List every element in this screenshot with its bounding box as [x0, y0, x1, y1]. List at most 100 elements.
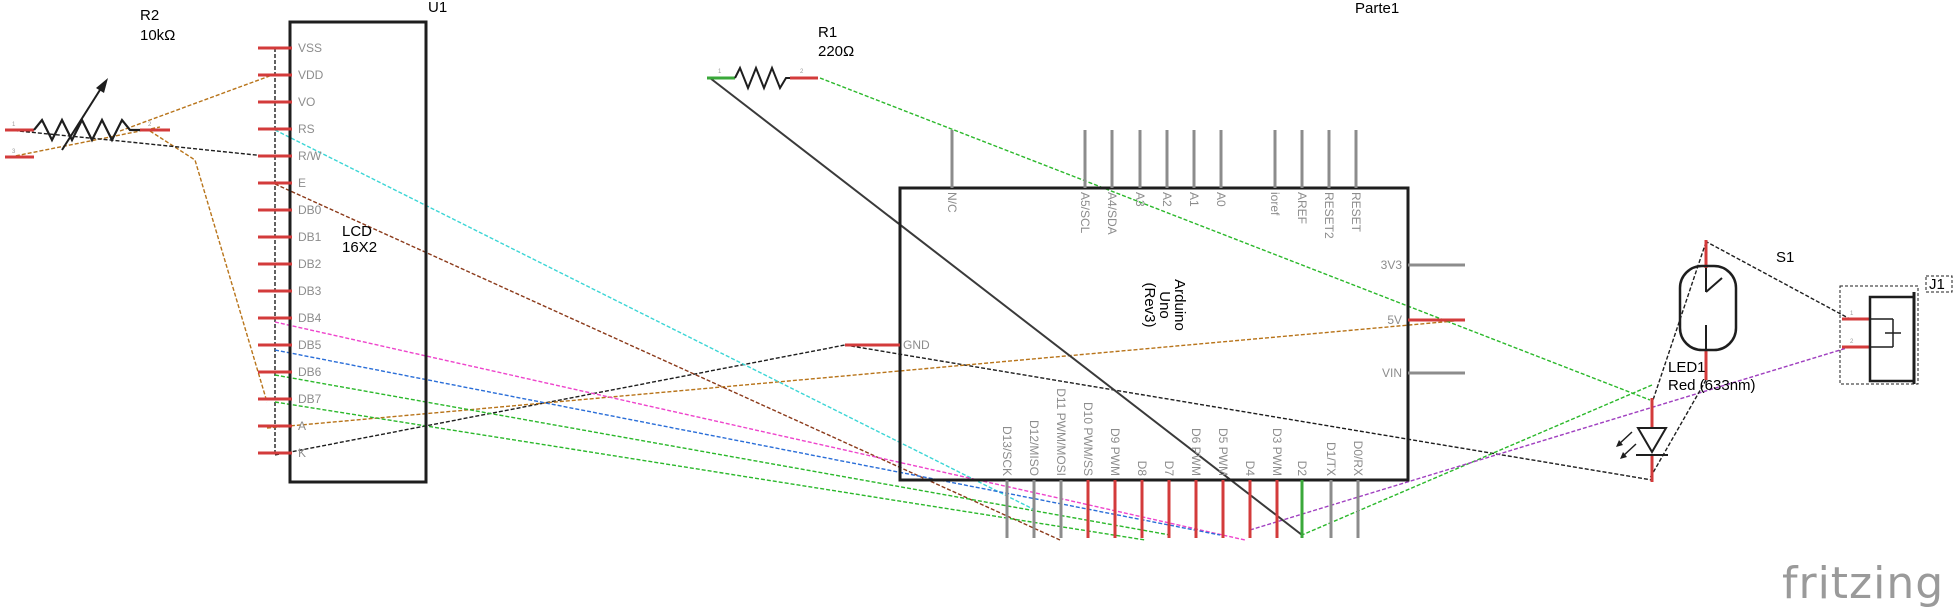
lcd-pin-db1-label: DB1: [298, 230, 322, 244]
wire-r2-vo[interactable]: [9, 126, 161, 158]
r1-ref: R1: [818, 24, 837, 41]
lcd-pin-db0-label: DB0: [298, 203, 322, 217]
led-diode-icon: [1636, 427, 1668, 454]
fritzing-logo: fritzing: [1782, 558, 1944, 609]
arduino-pin-d11-pwm-mosi-label: D11 PWM/MOSI: [1054, 388, 1068, 476]
arduino-pin-vin-label: VIN: [1382, 366, 1402, 380]
arduino-pin-gnd-label: GND: [903, 338, 930, 352]
lcd-body: [288, 20, 428, 484]
arduino-pin-d4-label: D4: [1243, 461, 1257, 477]
lcd-pin-db7-label: DB7: [298, 392, 322, 406]
arduino-right-pins: 3V3 5V VIN: [1381, 258, 1465, 380]
r1-pin2-num: 2: [800, 69, 804, 75]
arduino-pin-d10-pwm-ss-label: D10 PWM/SS: [1081, 402, 1095, 476]
wire-r1-d2[interactable]: [709, 77, 1303, 536]
lcd-pin-db2-label: DB2: [298, 257, 322, 271]
wire-gnd-led[interactable]: [844, 344, 1653, 481]
arduino-pin-aref-label: AREF: [1295, 192, 1309, 224]
wire-rs-d12[interactable]: [274, 129, 1036, 511]
arduino-name: Arduino Uno (Rev3): [1141, 279, 1188, 331]
r1-resistor[interactable]: R1 220Ω 1 2: [707, 24, 854, 91]
arduino-pin-reset-label: RESET: [1349, 192, 1363, 233]
wire-db7-d2[interactable]: [274, 401, 1146, 541]
lcd-pin-e-label: E: [298, 176, 306, 190]
r1-value: 220Ω: [818, 43, 854, 60]
wires: [7, 48, 1851, 541]
wire-r2-a[interactable]: [149, 130, 268, 403]
j1-pin2-num: 2: [1850, 339, 1854, 345]
arduino-pin-d2-label: D2: [1295, 461, 1309, 477]
led-ref: LED1: [1668, 359, 1706, 376]
j1-outline: [1839, 285, 1919, 385]
lcd-component[interactable]: U1 LCD 16X2 VSS VDD VO RS R/W E DB0 DB1 DB2 DB3 DB…: [258, 0, 447, 484]
arduino-uno[interactable]: Parte1 Arduino Uno (Rev3) N/C A5/SCL A4/SD…: [845, 0, 1465, 538]
led-ray2-head: [1620, 452, 1627, 459]
j1-ref-box: [1925, 275, 1953, 293]
r2-zigzag-icon: [33, 117, 140, 143]
wire-d4-j1[interactable]: [1249, 346, 1851, 531]
wire-r2-rw[interactable]: [7, 129, 276, 158]
r2-pin2-num: 2: [148, 122, 152, 128]
arduino-pin-d9-pwm-label: D9 PWM: [1108, 428, 1122, 476]
arduino-pin-d1-tx-label: D1/TX: [1324, 442, 1338, 476]
arduino-pin-d3-pwm-label: D3 PWM: [1270, 428, 1284, 476]
wire-led-d2[interactable]: [1301, 384, 1653, 536]
arduino-body: [898, 186, 1410, 482]
wire-r2-vdd[interactable]: [119, 73, 276, 132]
s1-ref: S1: [1776, 249, 1794, 266]
j1-ref: J1: [1929, 276, 1945, 293]
r2-pin1-num: 1: [12, 122, 16, 128]
arduino-pin-d5-pwm-label: D5 PWM: [1216, 428, 1230, 476]
s1-lever-icon: [1705, 277, 1723, 293]
wire-a-5v[interactable]: [266, 319, 1466, 429]
arduino-top-pins: N/C A5/SCL A4/SDA A3 A2 A1 A0 ioref AREF RESET2 RE…: [945, 130, 1363, 239]
r2-potentiometer[interactable]: R2 10kΩ 1 2 3: [5, 7, 175, 159]
arduino-pin-5v-label: 5V: [1387, 313, 1402, 327]
lcd-pin-db5-label: DB5: [298, 338, 322, 352]
wire-s1-gnd[interactable]: [1649, 379, 1707, 479]
lcd-pin-k-label: K: [298, 446, 306, 460]
j1-connector[interactable]: J1 1 2: [1839, 275, 1953, 385]
arduino-name-line3: (Rev3): [1141, 282, 1158, 327]
wire-e-d11[interactable]: [274, 183, 1061, 541]
lcd-pin-a-label: A: [298, 419, 306, 433]
r2-value: 10kΩ: [140, 27, 175, 44]
led1[interactable]: LED1 Red (633nm): [1616, 359, 1756, 482]
arduino-pin-a4-sda-label: A4/SDA: [1105, 192, 1119, 235]
arduino-ref: Parte1: [1355, 0, 1399, 17]
arduino-pin-d8-label: D8: [1135, 461, 1149, 477]
r2-ref: R2: [140, 7, 159, 24]
lcd-pin-db6-label: DB6: [298, 365, 322, 379]
lcd-pin-r-w-label: R/W: [298, 149, 322, 163]
arduino-pin-a5-scl-label: A5/SCL: [1078, 192, 1092, 234]
arduino-bottom-pins: D13/SCK D12/MISO D11 PWM/MOSI D10 PWM/SS D9 …: [1000, 388, 1365, 538]
wire-db5-d4[interactable]: [274, 349, 1221, 536]
j1-body: [1868, 295, 1916, 383]
r2-arrow-line: [61, 81, 106, 151]
arduino-name-line2: Uno: [1156, 291, 1173, 319]
wire-r1-led[interactable]: [819, 77, 1651, 401]
wire-k-gnd[interactable]: [274, 344, 846, 456]
lcd-pin-rs-label: RS: [298, 122, 315, 136]
arduino-pin-a2-label: A2: [1160, 192, 1174, 207]
arduino-pin-3v3-label: 3V3: [1381, 258, 1403, 272]
arduino-name-line1: Arduino: [1171, 279, 1188, 331]
lcd-pin-db3-label: DB3: [298, 284, 322, 298]
arduino-pin-n-c-label: N/C: [945, 192, 959, 213]
wire-db4-d5[interactable]: [274, 321, 1246, 541]
wire-s1-j1[interactable]: [1704, 240, 1851, 320]
arduino-pin-d6-pwm-label: D6 PWM: [1189, 428, 1203, 476]
lcd-pin-db4-label: DB4: [298, 311, 322, 325]
lcd-pins: VSS VDD VO RS R/W E DB0 DB1 DB2 DB3 DB4 DB5 DB6 DB7 AK: [258, 41, 324, 460]
lcd-pin-vdd-label: VDD: [298, 68, 324, 82]
lcd-name-line2: 16X2: [342, 239, 377, 256]
s1-switch[interactable]: S1: [1678, 240, 1794, 380]
wire-db6-d3[interactable]: [274, 374, 1171, 536]
j1-pin1-num: 1: [1850, 311, 1854, 317]
led-ray1-head: [1616, 440, 1623, 447]
lcd-pin-vo-label: VO: [298, 95, 315, 109]
r1-zigzag-icon: [734, 65, 790, 91]
lcd-ref: U1: [428, 0, 447, 16]
r2-arrow-icon: [96, 78, 108, 93]
